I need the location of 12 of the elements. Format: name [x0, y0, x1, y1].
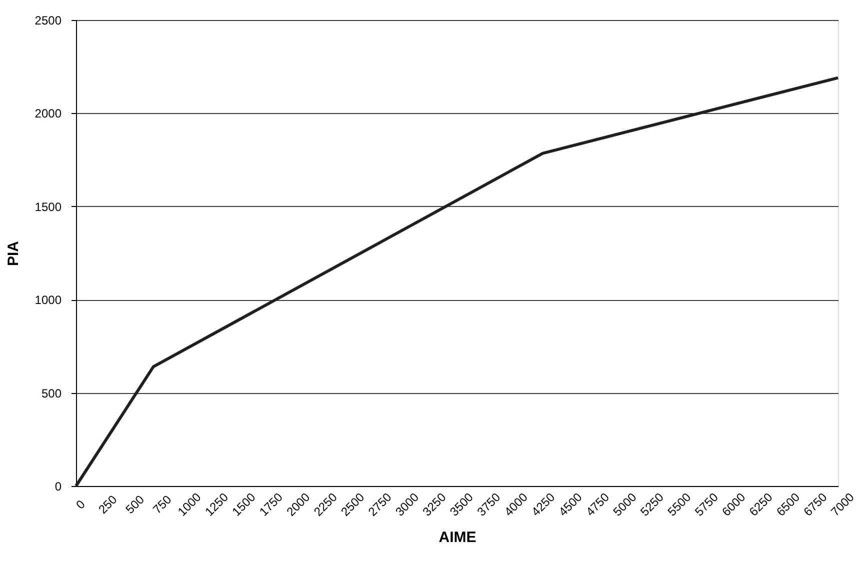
y-tick-label: 0	[54, 480, 62, 494]
y-axis-title: PIA	[4, 240, 22, 266]
y-tick-label: 1500	[34, 200, 62, 214]
x-tick-label: 500	[122, 492, 148, 517]
y-tick-label: 500	[41, 386, 62, 400]
x-tick-label: 250	[96, 492, 120, 517]
y-tick-label: 2500	[34, 14, 62, 28]
x-tick-label: 750	[150, 492, 174, 517]
x-tick-label: 0	[73, 496, 88, 512]
y-tick-label: 1000	[34, 293, 62, 308]
y-tick-label: 2000	[34, 106, 62, 121]
x-axis-title: AIME	[438, 529, 476, 546]
